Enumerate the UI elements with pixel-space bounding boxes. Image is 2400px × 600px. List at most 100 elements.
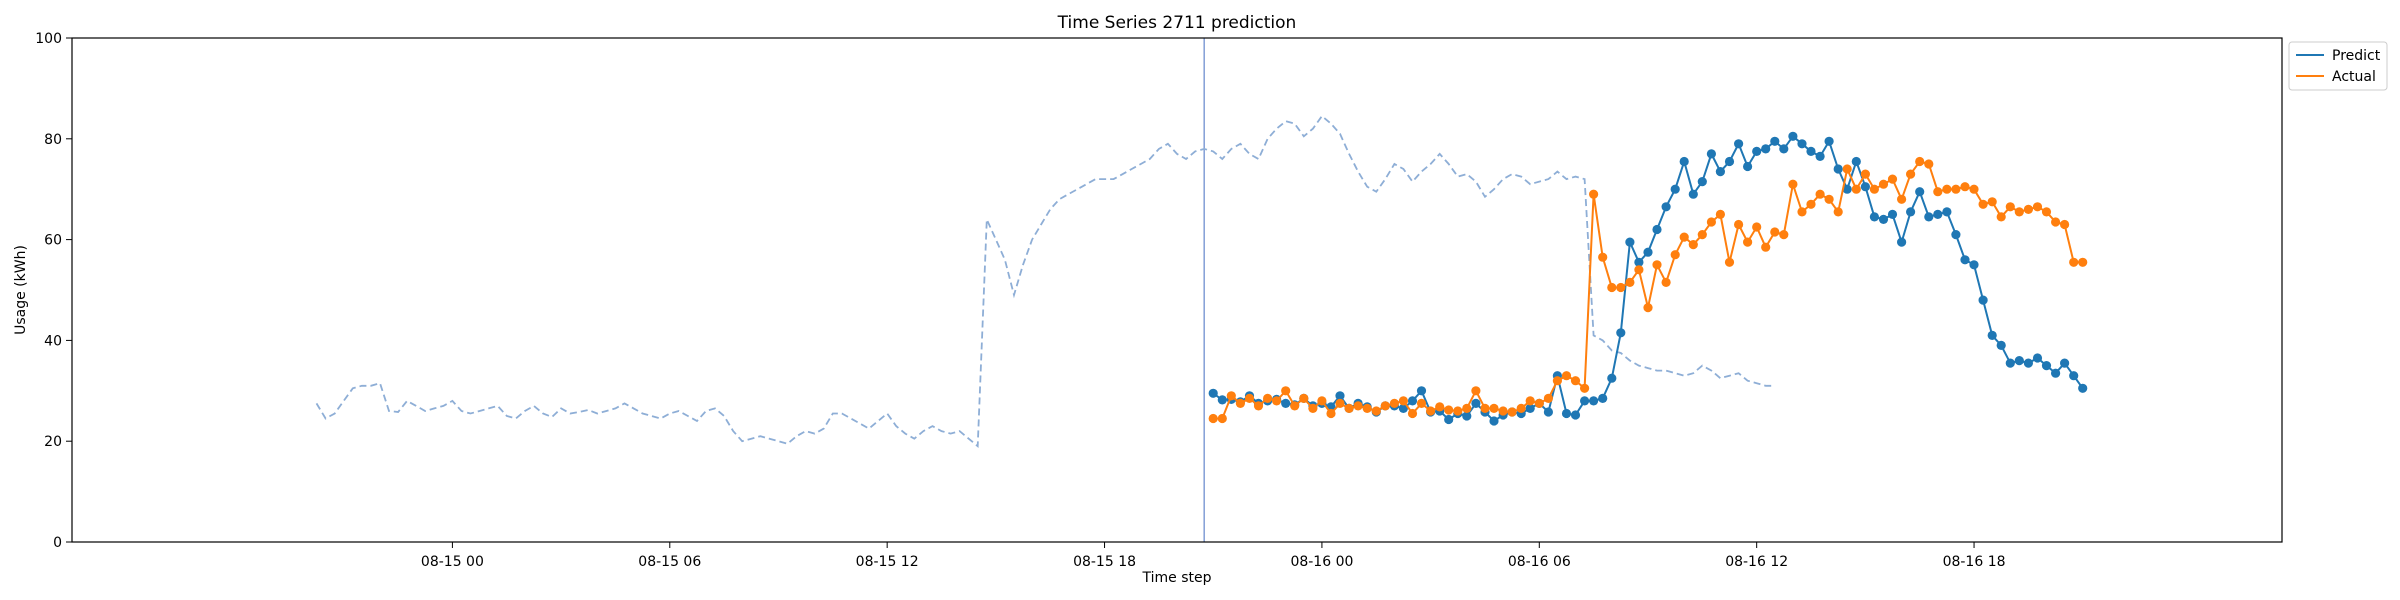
series-actual-point [1435, 402, 1445, 412]
series-actual-point [1471, 386, 1481, 396]
series-actual-point [1353, 401, 1363, 411]
series-predict-point [1743, 161, 1753, 172]
series-predict-point [1688, 189, 1698, 199]
series-predict-point [1724, 156, 1735, 167]
series-actual-point [1534, 398, 1544, 408]
series-actual-point [2069, 257, 2079, 267]
series-actual-point [1679, 232, 1689, 242]
series-actual-point [1779, 230, 1789, 240]
series-actual-point [1797, 207, 1807, 217]
series-actual-point [1824, 194, 1834, 204]
series-actual-point [1697, 230, 1707, 240]
series-actual-point [1235, 398, 1245, 408]
series-predict-point [1697, 177, 1707, 187]
series-predict-point [1887, 209, 1898, 219]
y-tick-label: 20 [44, 434, 62, 450]
x-axis-label: Time step [1142, 570, 1212, 586]
series-actual-point [1752, 222, 1762, 232]
series-actual-point [1688, 240, 1698, 250]
series-actual-point [1815, 189, 1825, 199]
series-predict-point [1679, 156, 1689, 167]
series-actual-point [1507, 407, 1517, 417]
series-actual-point [1217, 413, 1227, 424]
series-actual-point [1208, 413, 1218, 424]
series-predict-point [2014, 356, 2024, 366]
series-actual-point [1706, 217, 1716, 227]
series-predict-point [1489, 416, 1499, 426]
series-actual-point [1462, 403, 1472, 413]
series-predict-point [1788, 131, 1798, 141]
series-predict-point [1951, 230, 1961, 240]
series-predict-point [1987, 330, 1997, 340]
series-actual-point [1806, 199, 1816, 209]
x-tick-label: 08-16 00 [1290, 554, 1353, 570]
series-actual-point [1281, 386, 1291, 396]
series-predict-point [2023, 358, 2033, 368]
series-actual-point [1489, 403, 1499, 413]
series-actual-point [1598, 252, 1608, 262]
series-actual-point [2041, 207, 2052, 217]
x-tick-label: 08-15 00 [421, 554, 484, 570]
series-actual-point [1561, 371, 1572, 381]
series-actual-point [2032, 202, 2043, 212]
series-actual-point [1516, 403, 1526, 413]
series-actual-point [1770, 227, 1780, 237]
series-actual-point [1978, 199, 1988, 209]
series-predict-point [1842, 184, 1852, 194]
series-predict-point [1208, 388, 1218, 398]
series-actual-point [1897, 194, 1907, 204]
series-actual-point [2005, 202, 2015, 212]
series-actual-point [1933, 187, 1943, 197]
series-predict-point [1851, 156, 1861, 167]
series-actual-point [1833, 207, 1843, 217]
series-actual-point [1715, 209, 1725, 219]
series-predict-point [1878, 214, 1889, 224]
series-actual-point [2014, 207, 2024, 217]
x-tick-label: 08-15 12 [856, 554, 919, 570]
series-predict-point [1561, 408, 1572, 419]
y-axis: 0 20 40 60 80 100 [35, 31, 72, 551]
series-predict-point [1806, 146, 1816, 156]
series-actual-point [2060, 219, 2070, 230]
series-predict-point [1580, 396, 1590, 406]
series-actual-point [1996, 212, 2006, 222]
legend: Predict Actual [2288, 41, 2388, 91]
series-actual-point [1389, 398, 1399, 408]
series-actual-point [1915, 156, 1925, 167]
series-predict-point [2051, 368, 2061, 378]
series-predict-point [1978, 295, 1988, 305]
series-actual-point [1661, 277, 1671, 287]
series-actual-point [2078, 257, 2088, 267]
series-actual-point [1308, 403, 1318, 413]
series-predict-point [1670, 184, 1680, 194]
y-tick-label: 100 [35, 31, 62, 47]
series-predict-point [1661, 202, 1671, 212]
series-actual-point [1444, 405, 1454, 415]
series-actual-point [1543, 393, 1553, 403]
series-actual-point [1942, 184, 1952, 194]
series-actual-point [1380, 401, 1390, 411]
series-predict-point [1444, 414, 1454, 425]
series-actual-point [1589, 189, 1599, 199]
series-actual-point [1335, 398, 1345, 408]
series-actual-point [1263, 393, 1273, 403]
series-predict-point [1761, 144, 1771, 154]
series-predict-point [1598, 393, 1608, 403]
series-actual-point [1453, 406, 1463, 416]
series-actual-point [1634, 265, 1644, 275]
series-predict-point [1570, 410, 1581, 420]
series-actual-point [1570, 376, 1581, 386]
series-predict-point [2041, 361, 2052, 371]
x-tick-label: 08-16 06 [1508, 554, 1571, 570]
series-predict-point [2032, 353, 2043, 363]
x-tick-label: 08-15 06 [638, 554, 701, 570]
plot-frame [71, 37, 2283, 543]
series-predict-point [1897, 237, 1907, 247]
plot-area [315, 38, 2088, 542]
series-actual-point [1371, 406, 1381, 416]
series-actual-point [1734, 219, 1744, 230]
series-actual-point [1724, 257, 1735, 267]
series-actual-point [1317, 396, 1327, 406]
series-actual-point [1244, 393, 1255, 403]
